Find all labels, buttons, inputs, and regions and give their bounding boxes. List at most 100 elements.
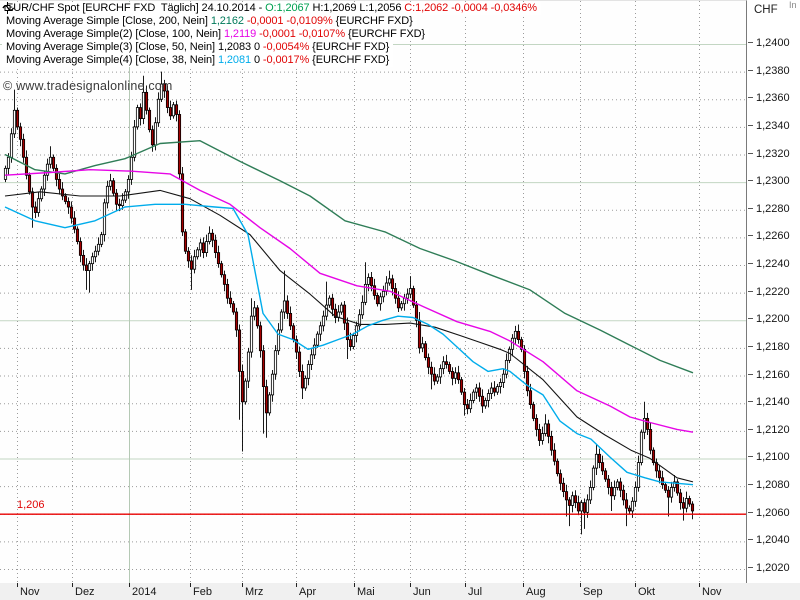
- tick-value: 1,2220: [756, 285, 790, 298]
- candle-down: [63, 195, 68, 202]
- candle-down: [375, 295, 380, 305]
- y-tick-label: 1,2360: [748, 92, 790, 104]
- candle-up: [312, 344, 317, 356]
- candle-down: [201, 242, 206, 254]
- candle-down: [330, 297, 335, 310]
- tick-value: 1,2040: [756, 534, 790, 547]
- candle-down: [678, 492, 683, 504]
- y-tick-label: 1,2220: [748, 286, 790, 298]
- candle-down: [75, 228, 80, 242]
- candle-down: [210, 232, 215, 241]
- candle-up: [474, 387, 479, 393]
- legend-row[interactable]: EUR/CHF Spot [EURCHF FXD Täglich] 24.10.…: [2, 2, 541, 15]
- x-axis[interactable]: Nov Dez 2014 Feb Mrz Apr Mai Jun Jul Aug Sep Okt Nov: [0, 583, 800, 600]
- candle-down: [597, 453, 602, 463]
- candle-up: [279, 311, 284, 331]
- candle-up: [324, 304, 329, 317]
- y-tick-label: 1,2300: [748, 175, 790, 187]
- candle-down: [576, 502, 581, 512]
- candle-up: [132, 126, 137, 158]
- legend-row[interactable]: Moving Average Simple [Close, 200, Nein]…: [2, 5, 417, 28]
- candle-up: [594, 453, 599, 469]
- candle-up: [123, 191, 128, 201]
- candle-down: [525, 371, 530, 392]
- legend-text: C:1,2062 -0,0004 -0,0346%: [404, 2, 537, 14]
- legend-text: -0,0017%: [259, 54, 310, 66]
- tick-value: 1,2100: [756, 451, 790, 464]
- candle-up: [357, 314, 362, 327]
- candle-down: [183, 231, 188, 252]
- candle-up: [366, 277, 371, 285]
- y-tick-label: 1,2180: [748, 341, 790, 353]
- candle-up: [39, 188, 44, 200]
- candle-up: [156, 98, 161, 124]
- candle-down: [492, 387, 497, 393]
- x-tick-mark: [699, 583, 700, 587]
- tick-mark: [748, 345, 753, 347]
- candle-down: [555, 460, 560, 475]
- x-tick-mark: [523, 583, 524, 587]
- candle-down: [516, 330, 521, 341]
- candle-up: [108, 180, 113, 187]
- candle-down: [549, 435, 554, 451]
- candle-down: [450, 371, 455, 379]
- candle-down: [168, 107, 173, 117]
- candle-up: [471, 391, 476, 401]
- candle-up: [630, 500, 635, 512]
- tick-mark: [748, 124, 753, 126]
- y-tick-label: 1,2400: [748, 37, 790, 49]
- y-tick-label: 1,2380: [748, 65, 790, 77]
- candle-up: [207, 232, 212, 242]
- candle-up: [276, 329, 281, 352]
- candle-down: [54, 167, 59, 180]
- x-tick-label: Nov: [702, 586, 722, 598]
- tick-mark: [748, 428, 753, 430]
- y-tick-label: 1,2160: [748, 369, 790, 381]
- candle-up: [318, 325, 323, 335]
- candle-up: [246, 351, 251, 382]
- candle-down: [342, 304, 347, 324]
- candle-down: [84, 264, 89, 271]
- legend-row[interactable]: Moving Average Simple(4) [Close, 38, Nei…: [2, 5, 394, 67]
- candle-up: [381, 290, 386, 298]
- tick-value: 1,2240: [756, 258, 790, 271]
- candle-down: [15, 109, 20, 128]
- candle-up: [129, 156, 134, 180]
- candle-down: [162, 83, 167, 92]
- legend-text: 1,2162: [210, 15, 244, 27]
- tick-value: 1,2340: [756, 119, 790, 132]
- candle-up: [36, 198, 41, 213]
- legend-row[interactable]: Moving Average Simple(2) [Close, 100, Ne…: [2, 5, 429, 41]
- x-tick-mark: [465, 583, 466, 587]
- candle-up: [378, 296, 383, 305]
- legend-row[interactable]: Moving Average Simple(3) [Close, 50, Nei…: [2, 5, 394, 54]
- candle-down: [372, 285, 377, 296]
- candle-down: [606, 478, 611, 488]
- x-tick-mark: [410, 583, 411, 587]
- y-axis[interactable]: CHF 1,2400 1,2380 1,2360 1,2340 1,2320 1,2300…: [747, 0, 800, 583]
- x-tick-mark: [635, 583, 636, 587]
- candle-down: [30, 191, 35, 208]
- candle-down: [228, 297, 233, 305]
- candle-up: [45, 163, 50, 176]
- candlestick-chart[interactable]: [0, 1, 746, 583]
- candle-up: [120, 199, 125, 207]
- x-tick-label: Feb: [193, 586, 212, 598]
- candle-down: [345, 322, 350, 341]
- candle-up: [513, 330, 518, 339]
- tick-mark: [748, 456, 753, 458]
- candle-up: [408, 288, 413, 295]
- y-tick-label: 1,2140: [748, 396, 790, 408]
- candle-down: [222, 274, 227, 285]
- candle-up: [489, 387, 494, 394]
- candle-up: [684, 498, 689, 509]
- candle-down: [216, 252, 221, 265]
- candle-up: [399, 303, 404, 309]
- x-tick-mark: [129, 583, 130, 587]
- sma-200-line: [4, 139, 694, 374]
- tick-value: 1,2140: [756, 396, 790, 409]
- tick-mark: [748, 539, 753, 541]
- candle-up: [6, 156, 11, 169]
- candle-down: [627, 507, 632, 512]
